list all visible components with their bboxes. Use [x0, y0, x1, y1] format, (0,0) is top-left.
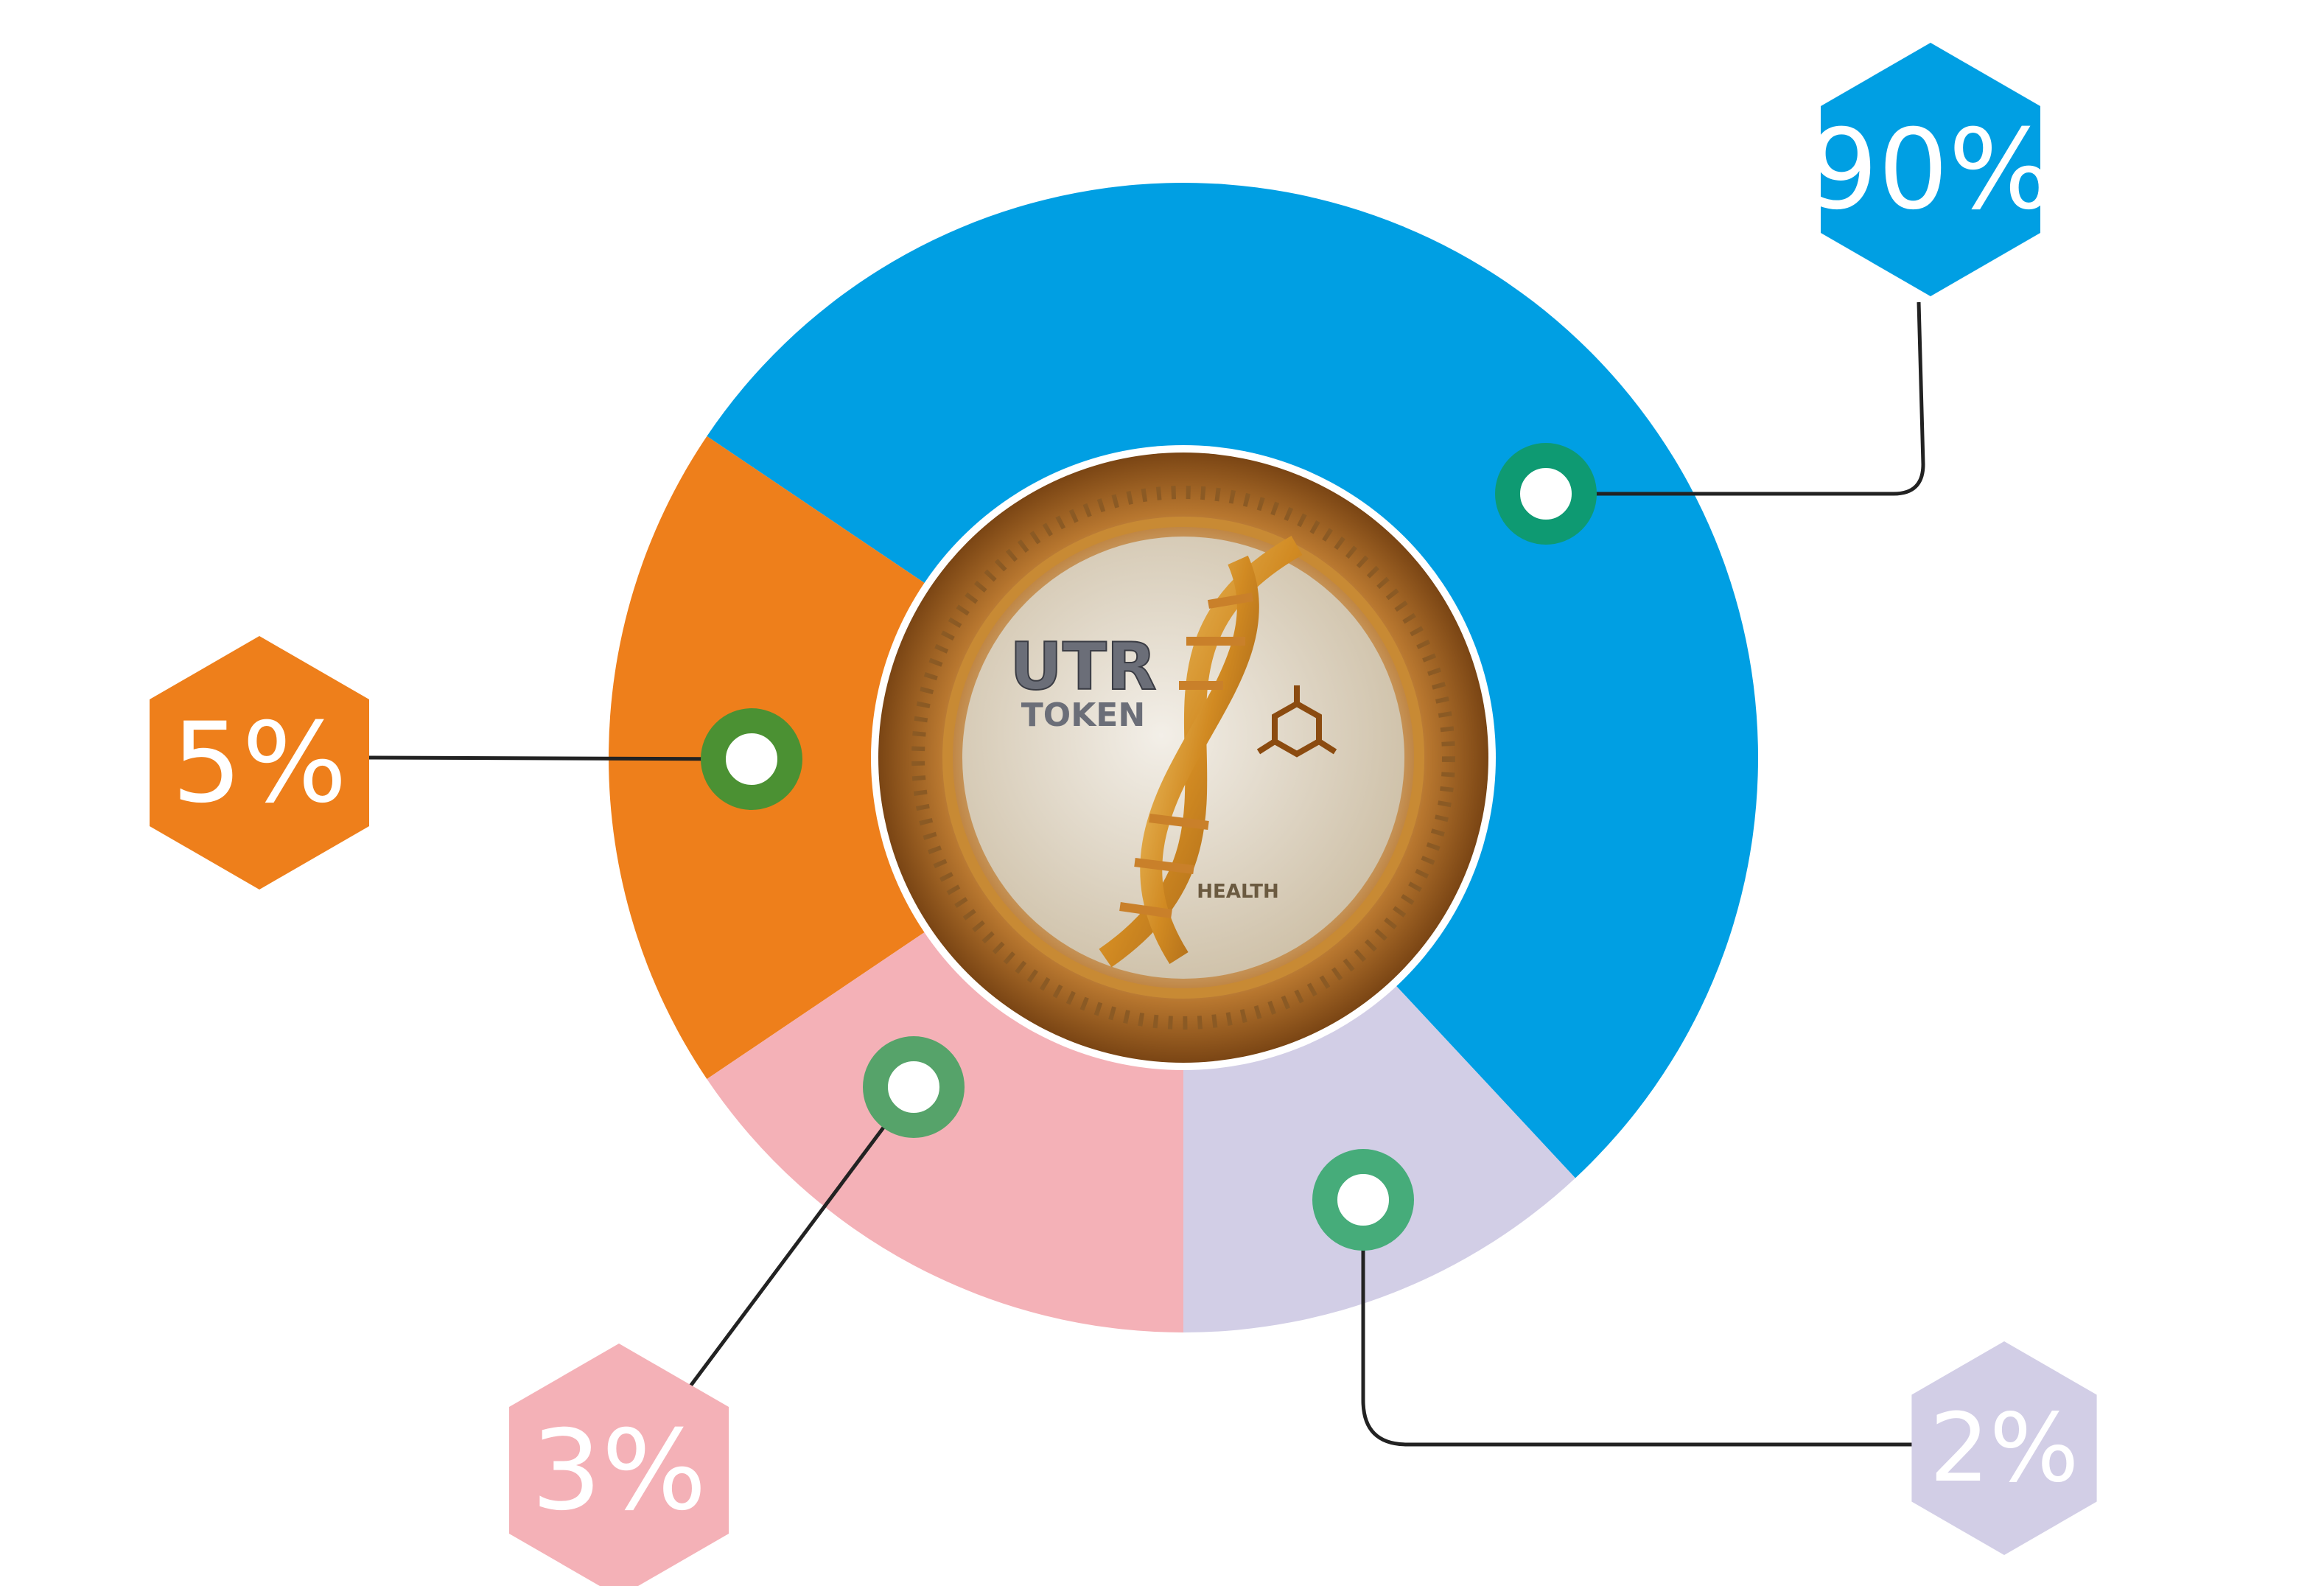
callouts-layer: 90% 5% 3% 2% [150, 43, 2097, 1586]
slice-marker-5 [701, 708, 802, 810]
dna-helix-icon [1099, 535, 1303, 968]
molecule-icon [1256, 685, 1337, 758]
data-label-3: 3% [531, 1407, 707, 1535]
leader-line-5 [363, 755, 752, 761]
coin-footer: HEALTH [1197, 881, 1278, 903]
data-label-5: 5% [172, 699, 347, 828]
coin-subtitle: TOKEN [1021, 696, 1145, 734]
slice-marker-2 [1312, 1149, 1414, 1251]
hex-badge-3 [509, 1344, 729, 1586]
leader-line-2 [1361, 1200, 1919, 1447]
slice-marker-3 [863, 1036, 965, 1138]
hex-badge-5 [150, 636, 369, 890]
data-label-90: 90% [1807, 106, 2053, 234]
data-label-2: 2% [1929, 1394, 2079, 1503]
hex-badge-2 [1911, 1341, 2097, 1555]
slice-marker-90 [1495, 443, 1597, 545]
hex-badge-90 [1821, 43, 2040, 296]
coin-title: UTR [1009, 629, 1156, 705]
leader-line-90 [1546, 301, 1925, 496]
leader-line-3 [683, 1086, 916, 1394]
utr-token-coin: UTR TOKEN HEALTH [871, 445, 1496, 1070]
